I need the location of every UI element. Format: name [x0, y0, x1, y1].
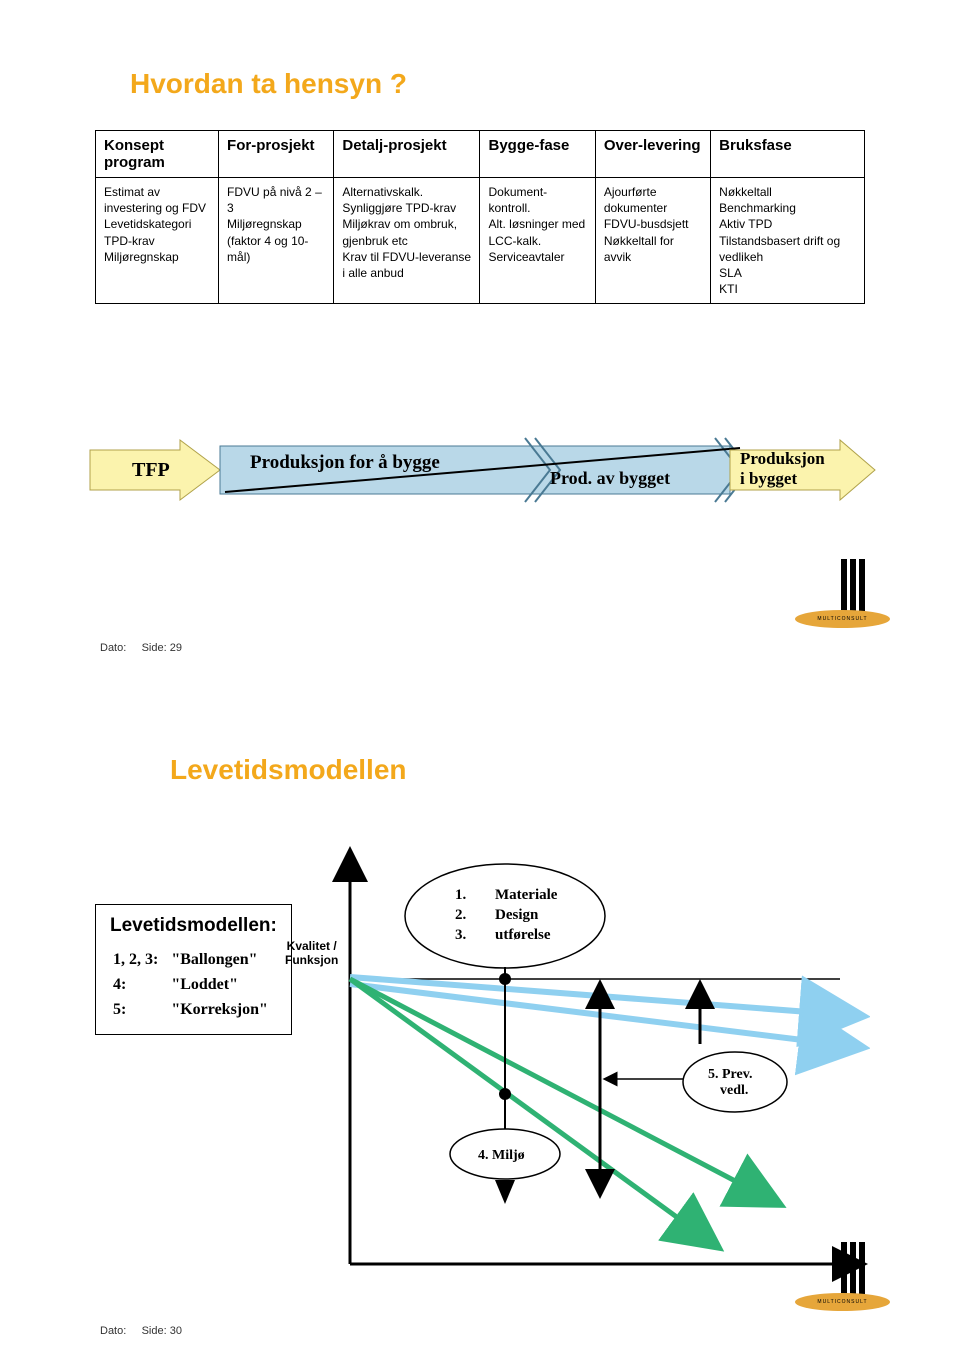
- node5-label-a: 5. Prev.: [708, 1067, 752, 1082]
- node4-down-arrow-icon: [495, 1180, 515, 1204]
- footer-side2: Side: 30: [142, 1325, 182, 1337]
- legend-val-1: "Ballongen": [170, 947, 269, 970]
- flow-diagram: TFP Produksjon for å bygge Prod. av bygg…: [80, 430, 880, 510]
- th-konsept: Konsept program: [96, 131, 219, 178]
- table-row: Estimat av investering og FDV Levetidska…: [96, 178, 865, 304]
- flow-mid-label: Prod. av bygget: [550, 468, 670, 488]
- td-4: Ajourførte dokumenter FDVU-busdsjett Nøk…: [595, 178, 710, 304]
- legend-row: 4: "Loddet": [112, 972, 269, 995]
- slide1-footer: Dato: Side: 29: [100, 642, 182, 654]
- string-dot-lower: [499, 1088, 511, 1100]
- flow-left-label: Produksjon for å bygge: [250, 452, 440, 473]
- string-dot-upper: [499, 973, 511, 985]
- table-header-row: Konsept program For-prosjekt Detalj-pros…: [96, 131, 865, 178]
- legend-key-2: 4:: [112, 972, 168, 995]
- multiconsult-logo: MULTICONSULT: [795, 594, 890, 639]
- logo-bars-icon: [841, 559, 865, 614]
- legend-val-3: "Korreksjon": [170, 997, 269, 1020]
- th-detalj: Detalj-prosjekt: [334, 131, 480, 178]
- green-line-lower: [350, 979, 700, 1234]
- footer-dato: Dato:: [100, 642, 126, 654]
- logo-bars-icon-2: [841, 1242, 865, 1297]
- legend-key-3: 5:: [112, 997, 168, 1020]
- slide-1: Hvordan ta hensyn ? Konsept program For-…: [0, 0, 960, 684]
- node4-label: 4. Miljø: [478, 1148, 525, 1163]
- legend-val-2: "Loddet": [170, 972, 269, 995]
- td-5: Nøkkeltall Benchmarking Aktiv TPD Tilsta…: [711, 178, 865, 304]
- levetid-chart: 1. Materiale 2. Design 3. utførelse 4. M…: [280, 844, 870, 1284]
- flow-right-top: Produksjon: [740, 449, 825, 468]
- th-over: Over-levering: [595, 131, 710, 178]
- th-bygge: Bygge-fase: [480, 131, 595, 178]
- td-1: FDVU på nivå 2 – 3 Miljøregnskap (faktor…: [219, 178, 334, 304]
- multiconsult-logo-2: MULTICONSULT: [795, 1277, 890, 1322]
- th-bruksfase: Bruksfase: [711, 131, 865, 178]
- legend-box: Levetidsmodellen: 1, 2, 3: "Ballongen" 4…: [95, 904, 292, 1035]
- logo-oval-2: MULTICONSULT: [795, 1293, 890, 1311]
- td-3: Dokument-kontroll. Alt. løsninger med LC…: [480, 178, 595, 304]
- flow-right-bot: i bygget: [740, 469, 797, 488]
- th-forprosjekt: For-prosjekt: [219, 131, 334, 178]
- td-0: Estimat av investering og FDV Levetidska…: [96, 178, 219, 304]
- legend-row: 1, 2, 3: "Ballongen": [112, 947, 269, 970]
- footer-side: Side: 29: [142, 642, 182, 654]
- slide-2: Levetidsmodellen Levetidsmodellen: 1, 2,…: [0, 684, 960, 1367]
- td-2: Alternativskalk. Synliggjøre TPD-krav Mi…: [334, 178, 480, 304]
- tfp-label: TFP: [132, 459, 170, 481]
- slide2-footer: Dato: Side: 30: [100, 1325, 182, 1337]
- slide2-title: Levetidsmodellen: [170, 754, 407, 786]
- legend-key-1: 1, 2, 3:: [112, 947, 168, 970]
- legend-header: Levetidsmodellen:: [110, 915, 277, 937]
- legend-row: 5: "Korreksjon": [112, 997, 269, 1020]
- footer-dato2: Dato:: [100, 1325, 126, 1337]
- node5-oval: [683, 1052, 787, 1112]
- node5-label-b: vedl.: [720, 1083, 748, 1098]
- logo-oval: MULTICONSULT: [795, 610, 890, 628]
- phase-table: Konsept program For-prosjekt Detalj-pros…: [95, 130, 865, 304]
- slide1-title: Hvordan ta hensyn ?: [130, 68, 407, 100]
